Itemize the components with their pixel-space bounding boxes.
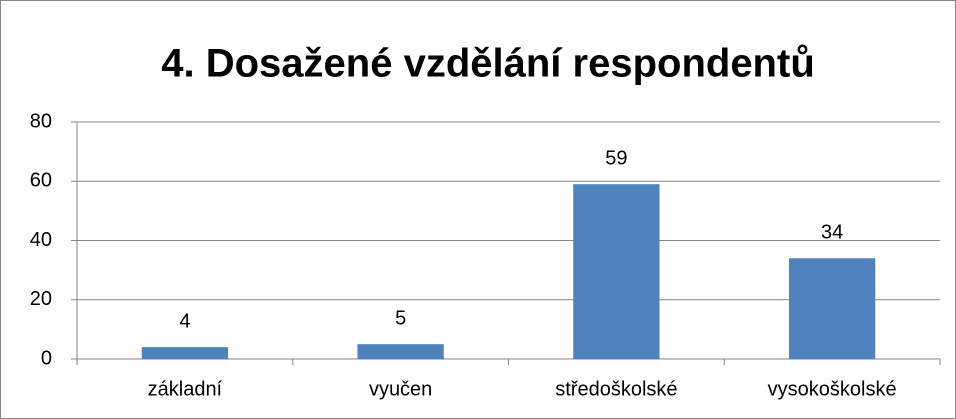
data-label: 59 — [605, 147, 627, 169]
bar — [788, 258, 876, 359]
y-tick-label: 20 — [30, 288, 52, 310]
x-tick-label: středoškolské — [555, 378, 677, 400]
x-tick-label: vysokoškolské — [768, 378, 897, 400]
x-tick-label: základní — [148, 378, 223, 400]
y-tick-label: 40 — [30, 229, 52, 251]
y-tick-label: 0 — [41, 347, 52, 369]
data-label: 4 — [179, 310, 190, 332]
chart-title: 4. Dosažené vzdělání respondentů — [161, 42, 815, 86]
data-label: 34 — [821, 222, 843, 244]
data-label: 5 — [395, 307, 406, 329]
x-tick-label: vyučen — [369, 378, 432, 400]
bar — [573, 184, 660, 359]
y-tick-label: 80 — [30, 110, 52, 132]
bar — [357, 344, 444, 359]
y-tick-label: 60 — [30, 170, 52, 192]
bar — [141, 347, 229, 359]
